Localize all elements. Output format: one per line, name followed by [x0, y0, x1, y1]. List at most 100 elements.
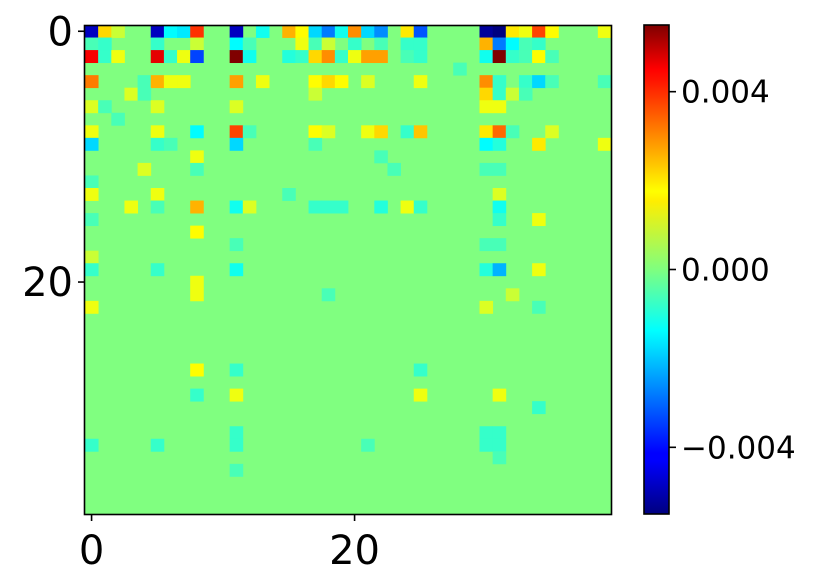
heatmap-cell: [505, 37, 520, 51]
heatmap-cell: [177, 25, 191, 38]
heatmap-cell: [413, 388, 428, 402]
heatmap-cell: [242, 200, 257, 214]
heatmap-cell: [190, 37, 204, 51]
heatmap-cell: [492, 125, 507, 139]
heatmap-cell: [111, 25, 125, 38]
heatmap-cell: [479, 100, 494, 114]
heatmap-cell: [479, 438, 494, 452]
heatmap-cell: [492, 75, 507, 89]
heatmap-cell: [98, 100, 112, 114]
heatmap-cell: [492, 263, 507, 277]
heatmap-cell: [361, 25, 375, 38]
x-axis: 0 20: [79, 514, 380, 574]
heatmap-cell: [400, 200, 415, 214]
heatmap-cell: [374, 25, 388, 38]
heatmap-cell: [150, 37, 165, 51]
heatmap-cell: [492, 238, 507, 252]
heatmap-cell: [229, 37, 244, 51]
heatmap-cell: [492, 50, 507, 64]
heatmap-cell: [532, 263, 546, 277]
heatmap-cell: [321, 25, 336, 38]
heatmap-cell: [229, 137, 244, 151]
heatmap-cell: [413, 125, 428, 139]
y-axis: 0 20: [22, 9, 85, 306]
heatmap-cell: [85, 137, 99, 151]
heatmap-cell: [190, 162, 204, 176]
heatmap-cell: [518, 75, 533, 89]
heatmap-cell: [492, 388, 507, 402]
heatmap-cell: [85, 300, 99, 314]
heatmap-cell: [479, 37, 494, 51]
heatmap-cell: [308, 75, 323, 89]
heatmap-cell: [190, 150, 204, 164]
heatmap-cell: [137, 87, 152, 101]
heatmap-cell: [190, 363, 204, 377]
heatmap-cell: [492, 25, 507, 38]
heatmap-cell: [242, 37, 257, 51]
plot-frame: [83, 24, 613, 516]
heatmap-cell: [479, 238, 494, 252]
heatmap-cell: [479, 50, 494, 64]
heatmap-cell: [150, 188, 165, 201]
heatmap-cell: [479, 426, 494, 440]
heatmap-cell: [229, 100, 244, 114]
heatmap-cell: [479, 137, 494, 151]
heatmap-cell: [308, 37, 323, 51]
heatmap-cell: [308, 125, 323, 139]
heatmap-cell: [479, 75, 494, 89]
heatmap-cell: [492, 213, 507, 227]
heatmap-cell: [111, 112, 125, 126]
heatmap-cell: [518, 37, 533, 51]
heatmap-cell: [532, 213, 546, 227]
heatmap-cell: [597, 75, 612, 89]
x-tick-label: 20: [329, 528, 380, 574]
heatmap-cell: [413, 363, 428, 377]
heatmap-cell: [348, 37, 362, 51]
heatmap-cell: [361, 438, 375, 452]
heatmap-cell: [492, 137, 507, 151]
heatmap-cell: [150, 75, 165, 89]
heatmap-cell: [505, 288, 520, 302]
heatmap-cell: [308, 200, 323, 214]
heatmap-cell: [597, 137, 612, 151]
colorbar: [644, 25, 669, 514]
heatmap-cell: [124, 200, 138, 214]
heatmap-cell: [492, 100, 507, 114]
heatmap-cell: [85, 100, 99, 114]
heatmap-cell: [242, 125, 257, 139]
heatmap-cell: [492, 200, 507, 214]
heatmap-cell: [321, 288, 336, 302]
colorbar-tick-label: −0.004: [681, 430, 796, 466]
heatmap-cell: [229, 388, 244, 402]
heatmap-cell: [150, 100, 165, 114]
heatmap-cell: [111, 50, 125, 64]
x-tick-label: 0: [79, 528, 104, 574]
heatmap-cell: [163, 137, 178, 151]
heatmap-cell: [255, 25, 270, 38]
heatmap-cell: [229, 438, 244, 452]
heatmap-cell: [413, 75, 428, 89]
heatmap-cell: [98, 37, 112, 51]
heatmap-cell: [479, 125, 494, 139]
heatmap-cell: [163, 50, 178, 64]
heatmap-cell: [413, 50, 428, 64]
heatmap-cell: [545, 50, 559, 64]
heatmap-cell: [190, 200, 204, 214]
heatmap-cell: [150, 438, 165, 452]
heatmap-cell: [348, 50, 362, 64]
heatmap-cell: [321, 125, 336, 139]
heatmap-cell: [505, 50, 520, 64]
heatmap-cell: [532, 50, 546, 64]
heatmap-cell: [255, 75, 270, 89]
heatmap-cell: [308, 87, 323, 101]
heatmap-cell: [308, 50, 323, 64]
heatmap-cell: [479, 162, 494, 176]
heatmap-cell: [177, 75, 191, 89]
heatmap-cell: [413, 200, 428, 214]
heatmap-cell: [532, 37, 546, 51]
heatmap-cell: [98, 25, 112, 38]
heatmap-cell: [374, 200, 388, 214]
heatmap-cell: [150, 50, 165, 64]
heatmap-cell: [190, 388, 204, 402]
heatmap-cell: [163, 25, 178, 38]
